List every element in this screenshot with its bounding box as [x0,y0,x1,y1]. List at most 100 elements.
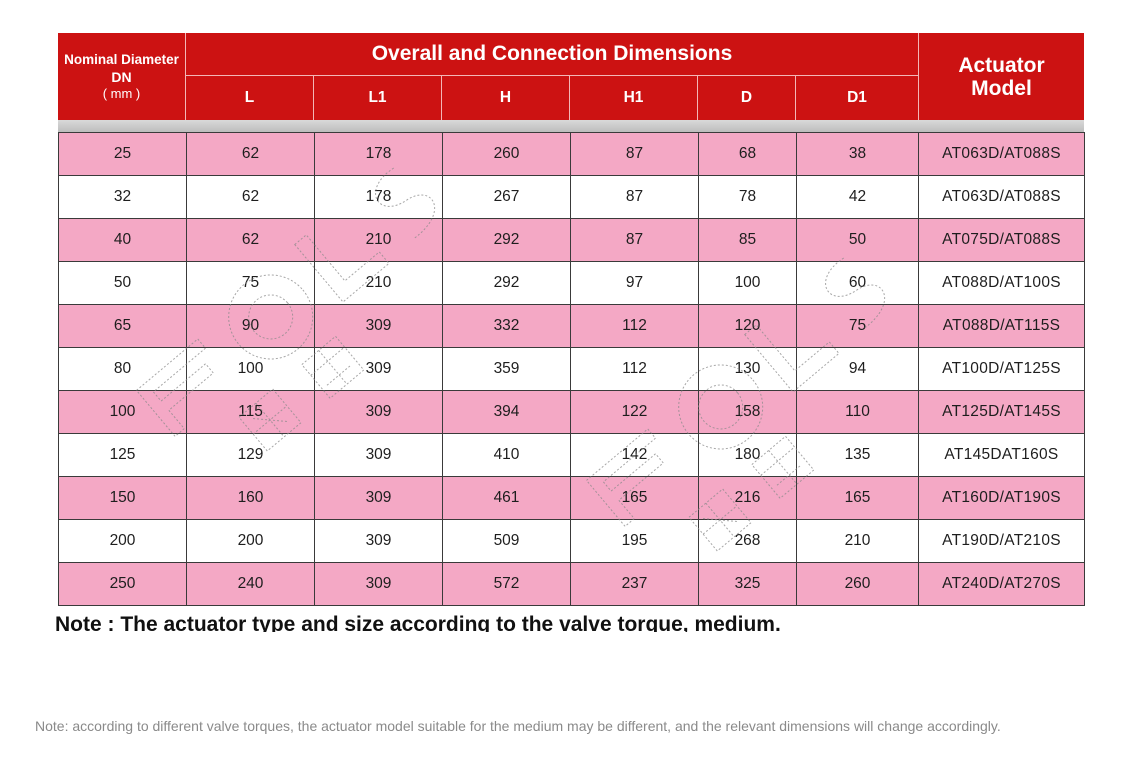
header-actuator-line1: Actuator [958,53,1045,77]
cell-h: 410 [442,433,571,477]
cell-d: 268 [698,519,797,563]
cell-dn: 25 [58,132,187,176]
cell-dn: 100 [58,390,187,434]
cell-h1: 165 [570,476,699,520]
cell-dn: 50 [58,261,187,305]
cell-h1: 142 [570,433,699,477]
note-title: Note : The actuator type and size accord… [55,613,781,632]
dimension-rows: 25 62 178 260 87 68 38 AT063D/AT088S 32 62 178 267 8… [58,132,1085,606]
header-shadow-band [58,120,1084,132]
header-dn-line3: ( mm ) [102,85,141,101]
cell-h: 267 [442,175,571,219]
cell-h1: 87 [570,175,699,219]
cell-d1: 260 [796,562,919,606]
table-row: 125 129 309 410 142 180 135 AT145DAT160S [58,433,1085,477]
cell-d: 100 [698,261,797,305]
cell-l: 62 [186,132,315,176]
cell-d1: 50 [796,218,919,262]
cell-d1: 210 [796,519,919,563]
table-row: 150 160 309 461 165 216 165 AT160D/AT190S [58,476,1085,520]
cell-d1: 42 [796,175,919,219]
cell-h1: 97 [570,261,699,305]
table-row: 65 90 309 332 112 120 75 AT088D/AT115S [58,304,1085,348]
header-col-D1: D1 [847,89,867,106]
table-header: Nominal Diameter DN ( mm ) Overall and C… [58,33,1084,120]
cell-model: AT240D/AT270S [918,562,1085,606]
cell-h: 292 [442,261,571,305]
cell-dn: 40 [58,218,187,262]
cell-h: 359 [442,347,571,391]
cell-l1: 309 [314,433,443,477]
cell-l1: 210 [314,218,443,262]
header-col-H: H [442,76,570,120]
cell-l1: 309 [314,519,443,563]
cell-d1: 94 [796,347,919,391]
cell-l: 160 [186,476,315,520]
cell-l: 62 [186,218,315,262]
header-actuator-model: Actuator Model [918,33,1084,120]
rows-body: 25 62 178 260 87 68 38 AT063D/AT088S 32 62 178 267 8… [58,132,1085,606]
cell-l: 75 [186,261,315,305]
cell-dn: 80 [58,347,187,391]
cell-h1: 112 [570,304,699,348]
table-row: 100 115 309 394 122 158 110 AT125D/AT145S [58,390,1085,434]
cell-l1: 178 [314,175,443,219]
cell-l1: 309 [314,562,443,606]
cell-d: 130 [698,347,797,391]
header-overall-dimensions: Overall and Connection Dimensions [186,33,918,76]
table-row: 40 62 210 292 87 85 50 AT075D/AT088S [58,218,1085,262]
cell-l1: 178 [314,132,443,176]
cell-h: 260 [442,132,571,176]
cell-l: 100 [186,347,315,391]
cell-d: 120 [698,304,797,348]
cell-d1: 60 [796,261,919,305]
cell-model: AT125D/AT145S [918,390,1085,434]
cell-dn: 200 [58,519,187,563]
table-row: 250 240 309 572 237 325 260 AT240D/AT270S [58,562,1085,606]
cell-d1: 135 [796,433,919,477]
cell-l1: 309 [314,390,443,434]
header-col-L1: L1 [314,76,442,120]
cell-l: 240 [186,562,315,606]
cell-h: 394 [442,390,571,434]
cell-l1: 309 [314,347,443,391]
cell-d: 68 [698,132,797,176]
cell-dn: 32 [58,175,187,219]
note-footnote: Note: according to different valve torqu… [35,718,1001,734]
cell-h1: 195 [570,519,699,563]
table-row: 32 62 178 267 87 78 42 AT063D/AT088S [58,175,1085,219]
cell-d1: 38 [796,132,919,176]
table-row: 50 75 210 292 97 100 60 AT088D/AT100S [58,261,1085,305]
cell-l: 200 [186,519,315,563]
cell-model: AT100D/AT125S [918,347,1085,391]
cell-h: 332 [442,304,571,348]
cell-h: 572 [442,562,571,606]
cell-l1: 309 [314,476,443,520]
cell-l: 62 [186,175,315,219]
cell-h1: 87 [570,132,699,176]
cell-l1: 309 [314,304,443,348]
cell-dn: 150 [58,476,187,520]
cell-l: 90 [186,304,315,348]
cell-h1: 87 [570,218,699,262]
cell-model: AT063D/AT088S [918,132,1085,176]
cell-l1: 210 [314,261,443,305]
header-actuator-line2: Model [971,76,1032,100]
header-dn-line1: Nominal Diameter [64,51,179,67]
cell-model: AT075D/AT088S [918,218,1085,262]
cell-d: 325 [698,562,797,606]
header-col-H1: H1 [570,76,698,120]
cell-h: 461 [442,476,571,520]
cell-d: 158 [698,390,797,434]
cell-d: 78 [698,175,797,219]
cell-model: AT088D/AT100S [918,261,1085,305]
header-col-D: D [698,76,796,120]
cell-model: AT063D/AT088S [918,175,1085,219]
cell-dn: 250 [58,562,187,606]
cell-dn: 65 [58,304,187,348]
cell-d: 180 [698,433,797,477]
cell-model: AT190D/AT210S [918,519,1085,563]
cell-d1: 110 [796,390,919,434]
cell-h: 292 [442,218,571,262]
cell-h1: 122 [570,390,699,434]
